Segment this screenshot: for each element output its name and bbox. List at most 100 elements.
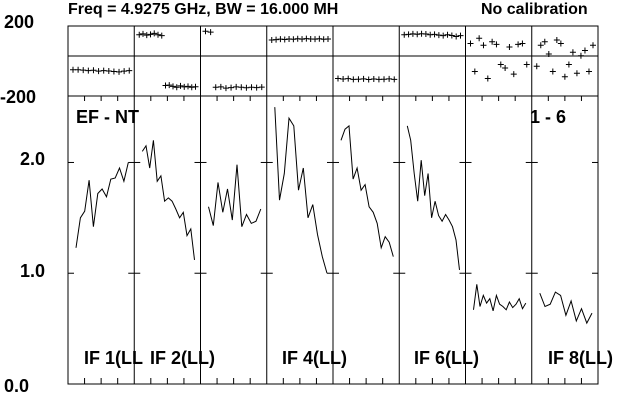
phase-point-4-4 <box>355 76 362 83</box>
phase-point-0-4 <box>90 67 97 74</box>
phase-point-4-0 <box>335 75 341 82</box>
phase-point-3-5 <box>290 36 297 43</box>
phase-point-2-6 <box>233 83 240 90</box>
phase-point-3-1 <box>273 36 280 43</box>
phase-point-2-1 <box>207 29 214 36</box>
phase-point-5-13 <box>457 32 464 39</box>
phase-point-4-10 <box>386 75 393 82</box>
chart-title: Freq = 4.9275 GHz, BW = 16.000 MH <box>68 1 338 18</box>
phase-point-4-3 <box>350 76 357 83</box>
phase-point-5-1 <box>405 31 412 38</box>
phase-point-4-11 <box>391 76 398 83</box>
amplitude-series-8 <box>539 291 593 325</box>
phase-ytick-label-bottom: -200 <box>0 87 36 107</box>
phase-point-1-12 <box>181 83 188 90</box>
phase-point-0-8 <box>110 68 117 75</box>
phase-point-6-5 <box>489 38 496 45</box>
phase-point-7-8 <box>565 61 572 68</box>
phase-point-3-11 <box>316 35 323 42</box>
phase-point-4-6 <box>365 76 372 83</box>
phase-point-2-7 <box>238 84 245 91</box>
phase-point-7-3 <box>545 51 552 57</box>
phase-point-6-0 <box>467 40 474 47</box>
phase-point-5-9 <box>440 32 447 39</box>
phase-point-2-4 <box>222 85 229 92</box>
amplitude-series-2 <box>141 140 195 260</box>
phase-point-0-11 <box>126 67 133 74</box>
phase-point-6-11 <box>515 41 522 48</box>
phase-point-1-0 <box>136 31 143 38</box>
phase-point-6-3 <box>480 42 487 49</box>
amp-ytick-label-0: 0.0 <box>4 376 29 394</box>
phase-point-0-10 <box>121 68 128 75</box>
amplitude-series-7 <box>473 284 527 312</box>
phase-point-4-8 <box>375 76 382 83</box>
phase-point-6-6 <box>493 41 500 48</box>
phase-point-7-0 <box>533 63 540 70</box>
amp-ytick-label-1: 1.0 <box>20 261 45 281</box>
phase-point-4-2 <box>345 75 352 82</box>
phase-ytick-label-top: 200 <box>4 12 34 32</box>
phase-point-7-5 <box>553 37 560 43</box>
phase-point-1-6 <box>158 32 165 39</box>
phase-point-5-5 <box>422 31 429 38</box>
phase-point-1-1 <box>140 30 146 37</box>
phase-point-7-9 <box>569 49 576 56</box>
phase-point-2-10 <box>253 84 260 91</box>
phase-point-6-12 <box>519 40 526 47</box>
phase-point-7-10 <box>573 70 580 77</box>
phase-point-7-11 <box>577 52 584 59</box>
phase-point-7-6 <box>557 40 564 47</box>
amplitude-series-3 <box>208 164 262 227</box>
if-label-1: IF 1(LL <box>84 348 143 368</box>
phase-point-5-8 <box>435 32 442 39</box>
phase-point-1-13 <box>185 83 191 90</box>
phase-point-6-7 <box>497 61 504 68</box>
phase-point-0-9 <box>116 68 123 75</box>
phase-point-7-2 <box>541 38 548 45</box>
baseline-label: EF - NT <box>76 107 139 127</box>
phase-point-2-3 <box>217 83 224 90</box>
phase-point-0-7 <box>105 67 112 74</box>
phase-point-0-6 <box>100 67 107 74</box>
phase-point-2-11 <box>258 84 265 91</box>
phase-point-0-3 <box>85 67 92 74</box>
phase-point-1-10 <box>173 84 180 91</box>
phase-point-1-4 <box>151 30 158 37</box>
phase-point-2-9 <box>248 84 255 91</box>
phase-point-0-5 <box>95 68 102 75</box>
phase-point-1-3 <box>147 31 154 38</box>
phase-point-6-9 <box>506 44 513 50</box>
phase-point-1-8 <box>166 82 173 89</box>
calibration-note: No calibration <box>481 1 588 18</box>
if-label-2: IF 2(LL) <box>150 348 215 368</box>
phase-point-4-9 <box>381 76 388 83</box>
phase-point-2-8 <box>243 84 250 91</box>
if-label-4: IF 4(LL) <box>282 348 347 368</box>
if-label-6: IF 6(LL) <box>414 348 479 368</box>
if-label-8: IF 8(LL) <box>548 348 613 368</box>
phase-point-1-15 <box>192 83 199 90</box>
phase-point-6-8 <box>502 65 509 71</box>
phase-point-2-2 <box>212 84 219 91</box>
phase-point-5-7 <box>431 31 438 38</box>
phase-point-3-13 <box>325 35 331 42</box>
phase-point-0-1 <box>75 66 82 73</box>
phase-point-1-9 <box>170 83 176 90</box>
phase-point-5-10 <box>444 31 451 38</box>
phase-point-4-7 <box>370 76 377 83</box>
phase-point-7-1 <box>537 42 544 49</box>
phase-point-6-10 <box>510 71 517 78</box>
phase-point-4-1 <box>340 76 347 83</box>
phase-point-7-4 <box>549 68 556 75</box>
phase-point-6-1 <box>471 68 478 75</box>
phase-point-7-14 <box>590 42 596 49</box>
phase-point-1-14 <box>188 84 195 91</box>
amplitude-series-5 <box>340 124 394 257</box>
amplitude-series-4 <box>274 107 328 274</box>
phase-point-3-7 <box>299 36 306 43</box>
phase-point-1-2 <box>143 32 150 39</box>
phase-point-3-3 <box>281 36 288 43</box>
phase-point-2-0 <box>202 28 209 35</box>
